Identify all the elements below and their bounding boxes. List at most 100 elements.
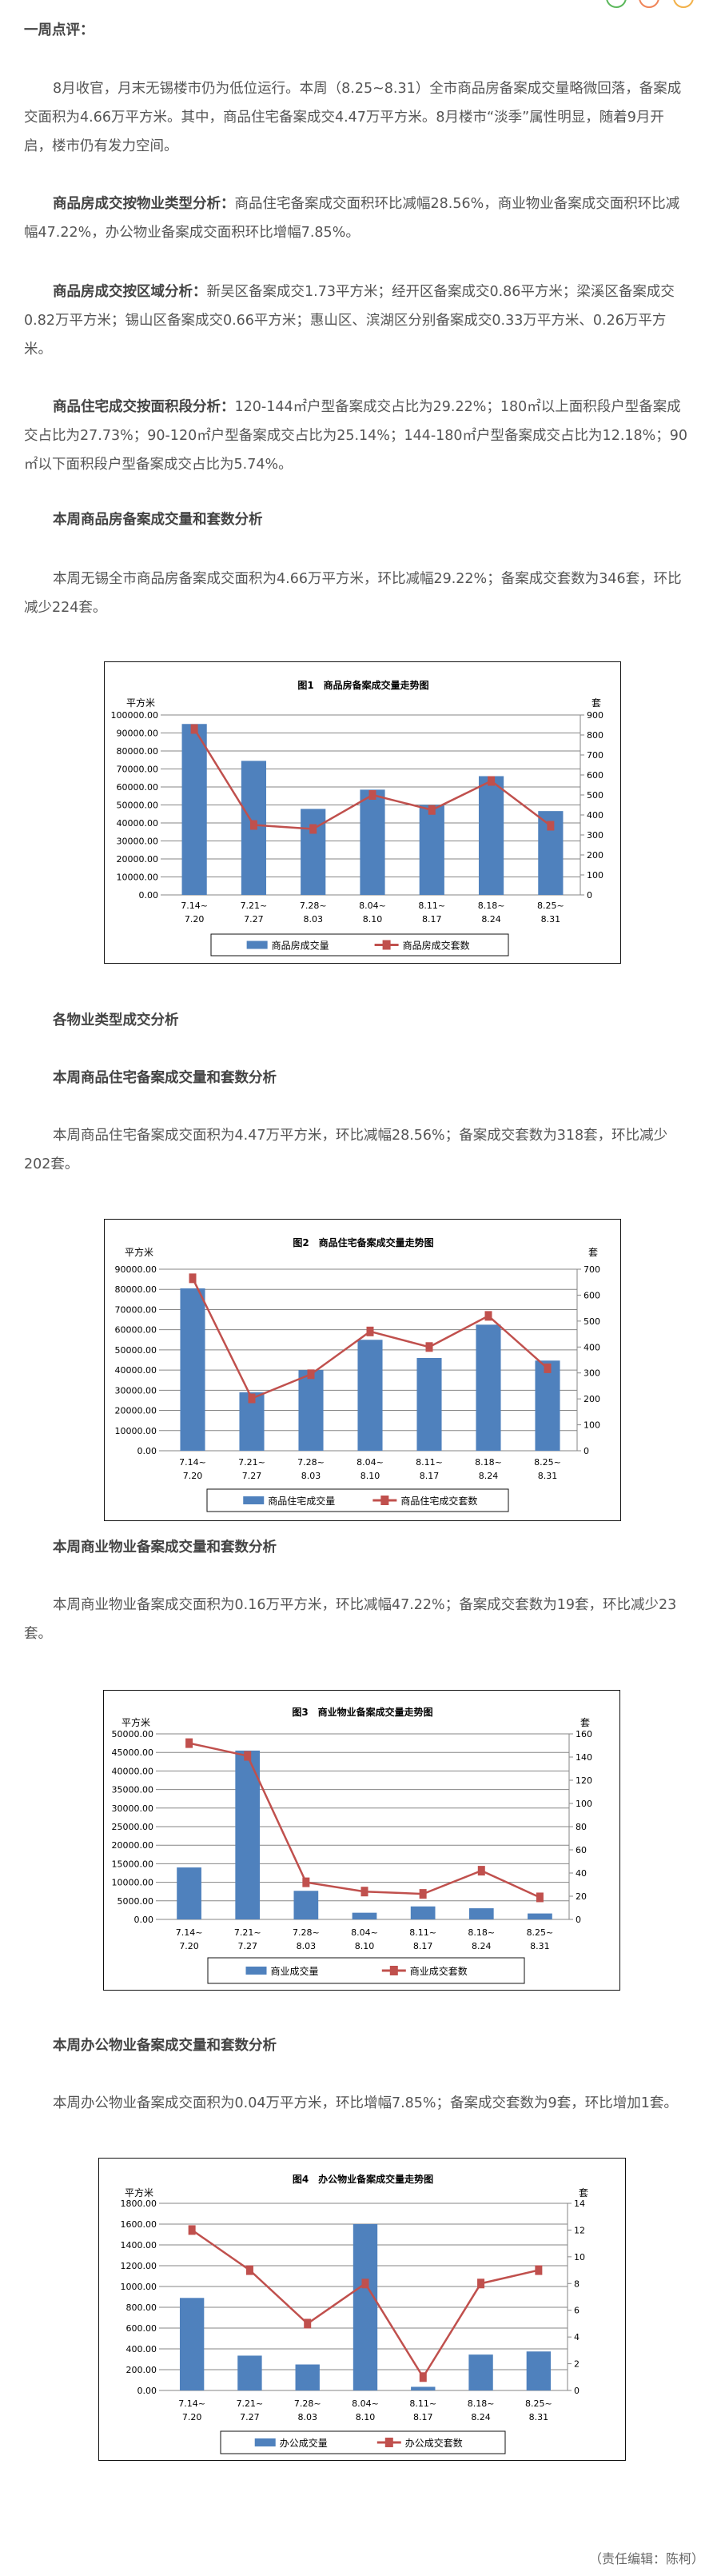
paragraph: 本周无锡全市商品房备案成交面积为4.66万平方米，环比减幅29.22%；备案成交… (24, 571, 682, 616)
legend-bar-swatch (254, 2438, 276, 2446)
lead-label: 商品房成交按区域分析： (53, 284, 207, 300)
y-tick-label: 70000.00 (115, 1304, 157, 1315)
line-marker (536, 1892, 544, 1903)
x-tick-label: 7.27 (244, 914, 264, 925)
y-tick-label: 800.00 (126, 2302, 157, 2313)
y2-tick-label: 12 (574, 2225, 585, 2235)
bar (237, 2355, 262, 2390)
legend-bar-label: 商业成交量 (271, 1965, 319, 1977)
lead-label: 商品住宅成交按面积段分析： (53, 399, 235, 415)
y2-axis-label: 套 (592, 697, 601, 709)
y2-tick-label: 900 (587, 710, 603, 721)
x-tick-label: 7.20 (182, 2412, 202, 2422)
y-tick-label: 90000.00 (117, 729, 159, 739)
y-tick-label: 30000.00 (112, 1803, 154, 1814)
x-tick-label: 8.11~ (416, 1457, 443, 1468)
legend-bar-swatch (246, 941, 268, 949)
y-tick-label: 30000.00 (115, 1385, 157, 1396)
y2-tick-label: 0 (576, 1915, 581, 1925)
legend-line-marker (382, 940, 391, 950)
line-marker (244, 1751, 252, 1761)
line-marker (302, 1877, 310, 1887)
section-heading: 本周办公物业备案成交量和套数分析 (53, 2038, 277, 2054)
x-tick-label: 8.31 (529, 2412, 549, 2422)
editor-credit: （责任编辑：陈柯） (589, 2548, 704, 2567)
y2-tick-label: 300 (584, 1368, 600, 1379)
paragraph: 本周商品住宅备案成交面积为4.47万平方米，环比减幅28.56%；备案成交套数为… (24, 1128, 668, 1172)
y2-axis-label: 套 (579, 2187, 588, 2199)
bar (410, 1906, 436, 1919)
y2-tick-label: 120 (576, 1775, 592, 1786)
x-tick-label: 8.11~ (409, 2398, 436, 2409)
y-tick-label: 50000.00 (112, 1729, 154, 1739)
y-tick-label: 20000.00 (117, 854, 159, 865)
y2-tick-label: 100 (584, 1420, 600, 1431)
y2-tick-label: 400 (587, 810, 603, 821)
x-tick-label: 8.03 (301, 1471, 321, 1481)
line-marker (361, 2278, 369, 2289)
x-tick-label: 8.10 (355, 1941, 375, 1951)
y-tick-label: 1800.00 (121, 2199, 157, 2209)
line-marker (190, 724, 198, 734)
chart-1: 图1 商品房备案成交量走势图 平方米 套 0.00 10000.00 20000.00 30… (104, 661, 621, 964)
y2-tick-label: 400 (584, 1342, 600, 1352)
y-tick-label: 1400.00 (121, 2240, 157, 2251)
y2-tick-label: 6 (574, 2306, 580, 2316)
x-tick-label: 8.31 (538, 1471, 558, 1481)
line-marker (309, 824, 317, 834)
x-tick-label: 8.31 (541, 914, 561, 925)
bar (298, 1370, 324, 1451)
x-tick-label: 7.27 (240, 2412, 260, 2422)
line-marker (419, 2372, 427, 2382)
x-tick-label: 8.04~ (359, 901, 386, 911)
line-marker (249, 820, 257, 830)
share-orange-icon[interactable] (639, 0, 659, 8)
x-tick-label: 8.04~ (356, 1457, 384, 1468)
bar (357, 1340, 383, 1451)
y2-tick-label: 2 (574, 2359, 580, 2370)
y-tick-label: 20000.00 (112, 1840, 154, 1851)
line-marker (185, 1738, 193, 1748)
x-tick-label: 7.14~ (178, 2398, 205, 2409)
y2-tick-label: 160 (576, 1729, 592, 1739)
y2-axis-label: 套 (588, 1247, 598, 1258)
chart-title: 图1 商品房备案成交量走势图 (297, 679, 428, 691)
y2-tick-label: 80 (576, 1822, 587, 1832)
x-tick-label: 8.25~ (525, 2398, 552, 2409)
bar (478, 776, 504, 895)
bar (526, 2351, 552, 2390)
paragraph-region: 商品房成交按区域分析：新吴区备案成交1.73平方米；经开区备案成交0.86平方米… (24, 278, 691, 364)
y-axis-label: 平方米 (126, 697, 155, 709)
share-yellow-icon[interactable] (673, 0, 694, 8)
y-tick-label: 10000.00 (112, 1878, 154, 1888)
bar (177, 1867, 201, 1919)
y-tick-label: 0.00 (134, 1915, 154, 1925)
bar (411, 2386, 436, 2390)
legend-line-marker (389, 1966, 398, 1975)
bar (419, 805, 444, 895)
y2-tick-label: 10 (574, 2252, 585, 2262)
x-tick-label: 7.21~ (234, 1927, 261, 1938)
y2-tick-label: 100 (576, 1799, 592, 1809)
legend-line-label: 办公成交套数 (405, 2437, 463, 2449)
x-tick-label: 8.18~ (478, 901, 505, 911)
bar (476, 1324, 501, 1451)
share-green-icon[interactable] (606, 0, 627, 8)
y2-tick-label: 20 (576, 1891, 587, 1902)
y2-tick-label: 600 (584, 1290, 600, 1300)
x-tick-label: 7.14~ (179, 1457, 206, 1468)
y-tick-label: 10000.00 (117, 873, 159, 883)
paragraph-property-type: 商品房成交按物业类型分析：商品住宅备案成交面积环比减幅28.56%，商业物业备案… (24, 190, 691, 247)
x-tick-label: 7.20 (183, 1471, 203, 1481)
y-axis-label: 平方米 (125, 1246, 153, 1258)
x-tick-label: 8.24 (481, 914, 501, 925)
y-tick-label: 400.00 (126, 2344, 157, 2354)
y-tick-label: 200.00 (126, 2365, 157, 2375)
legend-bar-label: 商品房成交量 (272, 940, 329, 952)
y-tick-label: 100000.00 (111, 710, 159, 721)
x-tick-label: 8.25~ (527, 1927, 554, 1938)
y-tick-label: 90000.00 (115, 1264, 157, 1275)
chart-3: 图3 商业物业备案成交量走势图 平方米 套 0.00 5000.00 10000.00 15… (103, 1690, 620, 1991)
y-tick-label: 0.00 (137, 2386, 157, 2396)
